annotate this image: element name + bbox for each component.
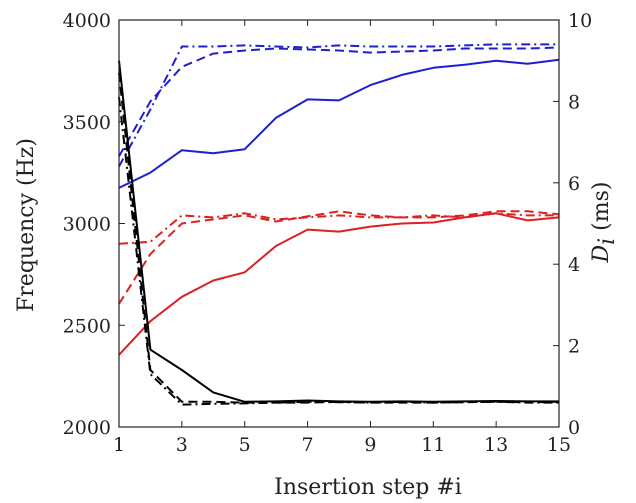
series-line-blue-dashdot: [118, 43, 559, 167]
x-tick-label: 15: [547, 434, 571, 456]
y-left-tick-label: 3500: [63, 112, 111, 134]
x-tick-label: 13: [484, 434, 508, 456]
y-axis-left-label: Frequency (Hz): [14, 138, 39, 312]
x-tick-label: 3: [176, 434, 188, 456]
y-left-tick-label: 3000: [63, 214, 111, 236]
y-right-tick-label: 0: [568, 417, 580, 439]
y-right-tick-label: 4: [568, 254, 580, 276]
y-right-tick-label: 8: [568, 91, 580, 113]
y-axis-right-subscript: i: [595, 238, 620, 245]
x-tick-label: 11: [421, 434, 445, 456]
y-right-tick-label: 10: [568, 10, 592, 32]
x-tick-label: 5: [239, 434, 251, 456]
series-line-red-dashed: [118, 210, 560, 305]
y-axis-right-spacer: [589, 231, 614, 238]
x-tick-label: 9: [364, 434, 376, 456]
series-layer: [118, 43, 560, 406]
y-axis-right-label: Di (ms): [589, 181, 620, 263]
x-tick-label: 1: [113, 434, 125, 456]
y-left-tick-label: 2500: [63, 315, 111, 337]
y-axis-right-unit: (ms): [589, 181, 614, 230]
series-line-black-dashdot: [118, 97, 559, 406]
series-line-black-dashed: [118, 72, 560, 404]
y-left-tick-label: 2000: [63, 417, 111, 439]
x-tick-label: 7: [302, 434, 314, 456]
y-left-tick-label: 4000: [63, 10, 111, 32]
y-right-tick-label: 2: [568, 336, 580, 358]
x-axis-label: Insertion step #i: [274, 475, 462, 500]
y-axis-right-symbol: D: [589, 245, 614, 264]
ticks-layer: [118, 19, 560, 428]
series-line-red-dashdot: [118, 212, 559, 245]
series-line-red-solid: [118, 212, 560, 356]
y-right-tick-label: 6: [568, 173, 580, 195]
series-line-blue-solid: [118, 58, 560, 189]
series-line-blue-dashed: [118, 46, 560, 157]
